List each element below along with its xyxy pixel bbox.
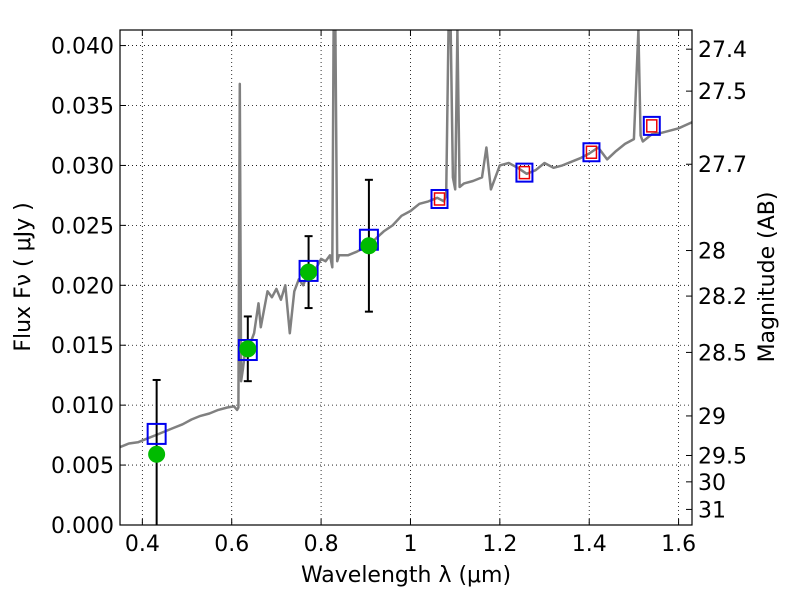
- x-tick-label: 1: [403, 532, 417, 557]
- model-box: [298, 259, 319, 282]
- observed-point: [360, 237, 378, 255]
- right-tick-label: 28: [698, 240, 726, 265]
- ticks: [120, 30, 692, 526]
- x-tick-label: 0.8: [304, 532, 339, 557]
- spectrum-line: [120, 30, 692, 449]
- plot-background: [120, 30, 692, 525]
- y-tick-label: 0.015: [51, 334, 114, 359]
- model-box: [515, 162, 534, 183]
- right-tick-label: 30: [698, 471, 726, 496]
- y-tick-label: 0.005: [51, 454, 114, 479]
- x-tick-label: 1.6: [661, 532, 696, 557]
- y-tick-label: 0.040: [51, 35, 114, 60]
- right-tick-label: 29: [698, 405, 726, 430]
- x-axis-title: Wavelength λ (μm): [301, 563, 511, 588]
- right-tick-label: 28.5: [698, 341, 747, 366]
- data-layer: [120, 30, 692, 449]
- observed-point: [300, 263, 318, 281]
- plot-frame: [119, 29, 693, 526]
- model-box: [582, 142, 601, 163]
- right-tick-label: 31: [698, 498, 726, 523]
- model-box-inner: [433, 192, 446, 206]
- right-tick-label: 27.7: [698, 153, 747, 178]
- model-box: [237, 339, 258, 362]
- y-tick-label: 0.000: [51, 514, 114, 539]
- x-tick-label: 1.4: [572, 532, 607, 557]
- tick-labels: 0.4 0.6 0.8 1 1.2 1.4 1.6 0.000 0.005 0.010 0.015 0…: [51, 35, 747, 557]
- right-tick-label: 27.5: [698, 80, 747, 105]
- y-tick-label: 0.020: [51, 274, 114, 299]
- model-box: [642, 115, 661, 136]
- x-tick-label: 1.2: [482, 532, 517, 557]
- model-box-inner: [646, 119, 658, 133]
- model-box: [430, 188, 449, 209]
- marker-layer: [146, 115, 661, 525]
- observed-point: [148, 445, 166, 463]
- model-box-inner: [585, 145, 598, 160]
- right-tick-label: 29.5: [698, 444, 747, 469]
- y-tick-label: 0.010: [51, 394, 114, 419]
- y-axis-title: Flux Fν ( μJy ): [11, 202, 36, 351]
- right-tick-label: 28.2: [698, 285, 747, 310]
- observed-point: [239, 340, 257, 358]
- y-tick-label: 0.035: [51, 95, 114, 120]
- model-box-inner: [518, 165, 531, 180]
- model-box: [146, 422, 167, 445]
- y-tick-label: 0.025: [51, 214, 114, 239]
- right-axis-title: Magnitude (AB): [755, 192, 780, 363]
- x-tick-label: 0.6: [214, 532, 249, 557]
- x-tick-label: 0.4: [125, 532, 160, 557]
- right-tick-label: 27.4: [698, 38, 747, 63]
- y-tick-label: 0.030: [51, 154, 114, 179]
